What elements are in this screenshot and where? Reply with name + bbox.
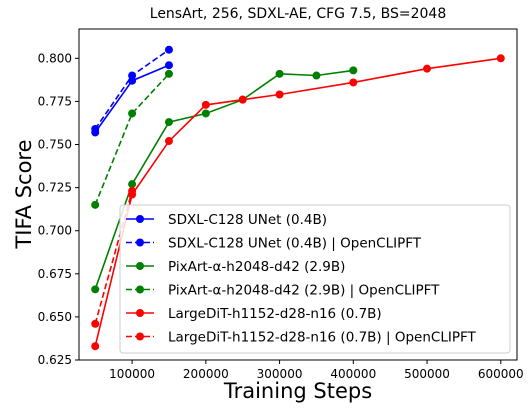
legend-swatch-marker — [136, 332, 144, 341]
data-point — [423, 64, 432, 73]
data-point — [496, 54, 505, 63]
data-point — [164, 69, 173, 78]
x-tick-label: 200000 — [183, 367, 229, 381]
chart-title: LensArt, 256, SDXL-AE, CFG 7.5, BS=2048 — [150, 6, 446, 22]
x-axis-label: Training Steps — [223, 379, 372, 403]
data-point — [91, 200, 100, 209]
plot-frame — [78, 28, 518, 361]
x-tick-label: 400000 — [330, 367, 376, 381]
legend-swatch-marker — [136, 309, 144, 317]
y-axis-label: TIFA Score — [12, 139, 36, 249]
legend: SDXL-C128 UNet (0.4B) SDXL-C128 UNet (0.4… — [119, 204, 511, 354]
y-tick-label: 0.675 — [38, 267, 72, 281]
data-point — [312, 71, 321, 80]
y-tick-label: 0.625 — [38, 353, 72, 367]
x-axis-ticks: 100000 200000 300000 400000 500000 600000 — [109, 360, 524, 381]
y-tick-label: 0.775 — [38, 94, 72, 108]
legend-swatch-marker — [136, 262, 144, 270]
legend-swatch-marker — [136, 285, 144, 294]
data-point — [164, 137, 173, 146]
x-tick-label: 500000 — [404, 367, 450, 381]
series-line — [94, 69, 354, 290]
y-tick-label: 0.725 — [38, 181, 72, 195]
data-point — [91, 285, 100, 294]
y-tick-label: 0.650 — [38, 310, 72, 324]
legend-entry-label: PixArt-α-h2048-d42 (2.9B) — [168, 259, 345, 275]
y-tick-label: 0.750 — [38, 138, 72, 152]
data-point — [91, 342, 100, 351]
data-point — [201, 100, 210, 109]
legend-swatch-marker — [136, 238, 144, 247]
legend-entry-label: LargeDiT-h1152-d28-n16 (0.7B) | OpenCLIP… — [168, 330, 476, 346]
x-tick-label: 100000 — [109, 367, 155, 381]
data-point — [128, 180, 137, 189]
legend-box — [119, 204, 511, 354]
y-tick-label: 0.800 — [38, 51, 72, 65]
legend-entry-label: LargeDiT-h1152-d28-n16 (0.7B) — [168, 306, 382, 322]
data-point — [128, 187, 137, 196]
data-point — [275, 90, 284, 99]
data-point — [164, 61, 173, 70]
series-line — [94, 73, 170, 206]
legend-entry-label: PixArt-α-h2048-d42 (2.9B) | OpenCLIPFT — [168, 283, 440, 299]
legend-entry-label: SDXL-C128 UNet (0.4B) | OpenCLIPFT — [168, 236, 422, 252]
data-point — [91, 124, 100, 133]
data-point — [201, 109, 210, 118]
data-point — [164, 45, 173, 54]
data-point — [128, 71, 137, 80]
data-point — [349, 78, 358, 87]
data-point — [238, 95, 247, 104]
y-axis-ticks: 0.625 0.650 0.675 0.700 0.725 0.750 0.775 0.800 — [38, 51, 79, 367]
legend-swatch-marker — [136, 215, 144, 223]
y-tick-label: 0.700 — [38, 224, 72, 238]
data-point — [164, 118, 173, 127]
x-tick-label: 600000 — [478, 367, 524, 381]
data-point — [275, 69, 284, 78]
x-tick-label: 300000 — [257, 367, 303, 381]
plot-markers — [91, 45, 505, 351]
series-line — [94, 190, 133, 325]
data-point — [128, 109, 137, 118]
data-point — [91, 319, 100, 328]
legend-entry-label: SDXL-C128 UNet (0.4B) — [168, 212, 327, 228]
data-point — [349, 66, 358, 75]
